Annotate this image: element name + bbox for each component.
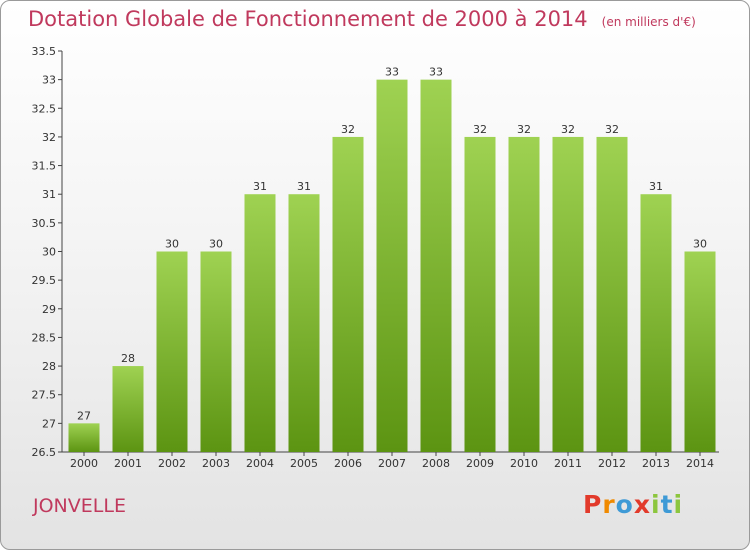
logo-letter: P [583,490,603,519]
y-tick-label: 31.5 [32,160,57,173]
x-tick-label: 2003 [202,457,230,470]
x-tick-label: 2002 [158,457,186,470]
data-label-2009: 32 [473,123,487,136]
y-tick-label: 28 [42,360,56,373]
logo-letter: t [660,490,674,519]
bar-2003 [200,251,232,452]
y-tick-label: 27.5 [32,389,57,402]
data-label-2012: 32 [605,123,619,136]
bar-2004 [244,194,276,452]
y-tick-label: 28.5 [32,331,57,344]
x-tick-label: 2006 [334,457,362,470]
y-tick-label: 33 [42,74,56,87]
bar-2000 [68,423,100,452]
bar-2006 [332,136,364,452]
logo-letter: r [602,490,616,519]
x-tick-label: 2001 [114,457,142,470]
bar-2007 [376,79,408,453]
chart-title-text: Dotation Globale de Fonctionnement de 20… [28,7,588,31]
logo-letter: i [673,490,684,519]
data-label-2014: 30 [693,238,707,251]
logo-letter: o [615,490,634,519]
x-tick-label: 2010 [510,457,538,470]
y-tick-label: 30 [42,246,56,259]
commune-name: JONVELLE [33,495,126,517]
bar-2012 [596,136,628,452]
x-tick-label: 2004 [246,457,274,470]
data-label-2002: 30 [165,238,179,251]
data-label-2013: 31 [649,180,663,193]
logo-letter: i [651,490,661,519]
x-tick-label: 2008 [422,457,450,470]
y-tick-label: 31 [42,188,56,201]
x-tick-label: 2009 [466,457,494,470]
bar-2001 [112,366,144,452]
bar-2010 [508,136,540,452]
data-label-2010: 32 [517,123,531,136]
proxiti-logo: Proxiti [583,490,683,519]
x-tick-label: 2013 [642,457,670,470]
y-tick-label: 26.5 [32,446,57,459]
y-tick-label: 29 [42,303,56,316]
bar-2014 [684,251,716,452]
x-tick-label: 2011 [554,457,582,470]
data-label-2000: 27 [77,409,91,422]
y-tick-label: 32 [42,131,56,144]
x-tick-label: 2000 [70,457,98,470]
data-label-2003: 30 [209,238,223,251]
bar-2013 [640,194,672,452]
x-tick-label: 2012 [598,457,626,470]
y-tick-label: 27 [42,417,56,430]
data-label-2004: 31 [253,180,267,193]
bar-2002 [156,251,188,452]
logo-letter: x [633,490,651,519]
bar-2008 [420,79,452,453]
y-tick-label: 29.5 [32,274,57,287]
data-label-2007: 33 [385,66,399,79]
bar-2009 [464,136,496,452]
x-tick-label: 2014 [686,457,714,470]
chart-title: Dotation Globale de Fonctionnement de 20… [28,7,696,31]
x-tick-label: 2007 [378,457,406,470]
bar-2005 [288,194,320,452]
data-label-2005: 31 [297,180,311,193]
x-tick-label: 2005 [290,457,318,470]
chart-subtitle: (en milliers d'€) [601,15,696,29]
data-label-2006: 32 [341,123,355,136]
y-tick-label: 30.5 [32,217,57,230]
y-tick-label: 32.5 [32,102,57,115]
data-label-2008: 33 [429,66,443,79]
bar-2011 [552,136,584,452]
data-label-2001: 28 [121,352,135,365]
y-tick-label: 33.5 [32,45,57,58]
data-label-2011: 32 [561,123,575,136]
